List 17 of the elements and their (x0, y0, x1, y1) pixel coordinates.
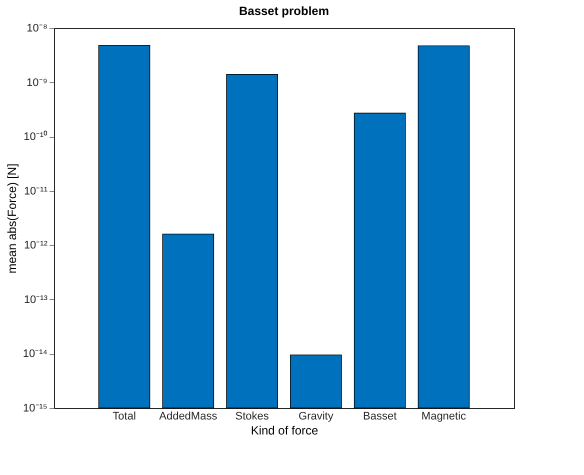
x-axis-title: Kind of force (250, 424, 319, 438)
x-tick-label: Basset (363, 410, 397, 422)
y-tick-label: 10⁻¹⁵ (23, 402, 48, 414)
x-tick-label: Gravity (298, 410, 334, 422)
y-tick-label: 10⁻¹¹ (24, 185, 48, 198)
y-tick-label: 10⁻¹³ (24, 294, 48, 306)
y-tick-label: 10⁻¹⁴ (22, 348, 48, 360)
chart-title: Basset problem (238, 4, 330, 18)
y-axis-title: mean abs(Force) [N] (4, 163, 19, 274)
y-tick-label: 10⁻⁸ (26, 22, 48, 34)
y-tick-label: 10⁻⁹ (26, 76, 48, 89)
x-tick-label: AddedMass (159, 410, 218, 422)
y-tick-label: 10⁻¹⁰ (24, 130, 48, 144)
x-tick-label: Stokes (235, 410, 270, 422)
x-tick-label: Magnetic (421, 410, 467, 422)
x-tick-label: Total (112, 410, 136, 422)
y-tick-label: 10⁻¹² (24, 240, 48, 252)
